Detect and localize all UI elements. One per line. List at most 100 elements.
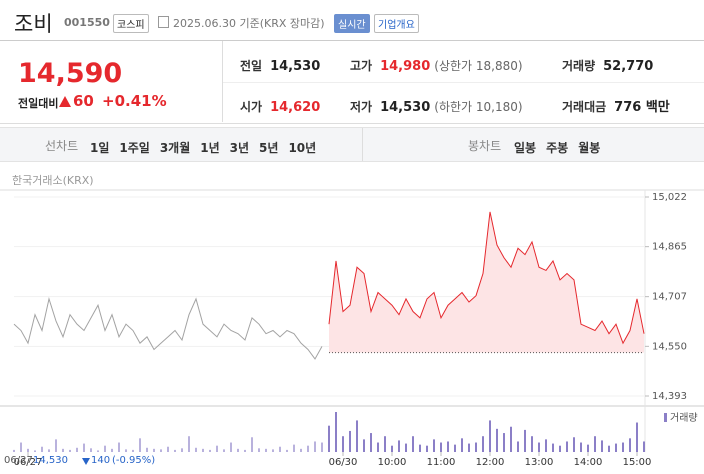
volume-bar [34,450,36,452]
volume-bar [223,449,225,452]
candle-tab[interactable]: 주봉 [546,141,569,155]
volume-bar [510,426,512,452]
volume-bar [538,442,540,452]
volume-bar [545,439,547,452]
y-tick-label: 14,865 [652,242,687,253]
volume-bar [461,438,463,452]
y-tick-label: 15,022 [652,192,687,203]
stat-label: 시가 [240,100,263,114]
footer-change: 140 [91,455,111,466]
candle-tab[interactable]: 월봉 [578,141,601,155]
period-tab[interactable]: 3년 [229,141,250,155]
stat-label: 저가 [350,100,373,114]
change: 60 [73,92,94,110]
volume-bar [636,422,638,452]
volume-bar [447,441,449,452]
volume-bar [125,449,127,452]
realtime-btn[interactable]: 실시간 [334,14,370,33]
tab-bar [0,127,704,162]
volume-bar [468,443,470,452]
period-tab[interactable]: 3개월 [159,141,191,155]
stat-note: (하한가 10,180) [434,100,523,114]
x-tick-label: 13:00 [525,457,554,468]
overview-btn[interactable]: 기업개요 [374,14,419,33]
calendar-icon [158,16,169,28]
x-tick-label: 14:00 [574,457,603,468]
price-line [13,296,323,360]
volume-bar [615,443,617,452]
volume-bar [328,425,330,452]
volume-bar [356,420,358,452]
volume-bar [405,443,407,452]
volume-bar [594,436,596,452]
volume-bar [321,442,323,452]
volume-bar [496,428,498,452]
volume-bar [174,449,176,452]
candle-chart-label: 봉차트 [468,139,502,153]
volume-bar [503,433,505,452]
volume-bar [251,437,253,452]
stat-label: 거래량 [562,59,596,73]
volume-bar [188,436,190,452]
volume-bar [258,448,260,452]
x-tick-label: 12:00 [476,457,505,468]
volume-bar [146,447,148,452]
stat-value: 776 백만 [614,100,670,115]
volume-bar [629,438,631,452]
volume-bar [265,448,267,452]
volume-bar [573,437,575,452]
volume-bar [370,433,372,452]
volume-bar [13,449,15,452]
candle-tab[interactable]: 일봉 [514,141,537,155]
market: 코스피 [113,14,149,33]
volume-bar [559,445,561,452]
divider [223,82,704,83]
volume-bar [139,438,141,452]
period-tab[interactable]: 1주일 [119,141,150,155]
source: 한국거래소(KRX) [12,174,94,187]
volume-bar [62,448,64,452]
volume-bar [69,449,71,452]
period-tab[interactable]: 10년 [288,141,317,155]
volume-bar [314,441,316,452]
volume-bar [482,436,484,452]
volume-bar [426,445,428,452]
volume-bar [587,444,589,452]
volume-bar [97,450,99,452]
stat-label: 전일 [240,59,263,73]
volume-bar [601,440,603,452]
stock-name: 조비 [14,12,53,36]
stat: 저가 14,530 (하한가 10,180) [350,96,523,115]
stat-note: (상한가 18,880) [434,59,523,73]
price: 14,590 [18,58,123,89]
divider [362,128,363,161]
period-tab[interactable]: 1년 [200,141,220,155]
volume-bar [244,449,246,452]
stat-value: 14,530 [380,100,431,115]
line-chart-label: 선차트 [45,139,79,153]
volume-bar [342,436,344,452]
volume-bar [398,440,400,452]
line-tabs: 1일 1주일 3개월 1년 3년 5년 10년 [90,137,326,156]
volume-bar [90,448,92,452]
period-tab[interactable]: 1일 [90,141,110,155]
volume-bar [153,448,155,452]
volume-bar [300,448,302,452]
volume-bar [104,445,106,452]
volume-bar [272,449,274,452]
volume-bar [391,445,393,452]
change-label: 전일대비 [18,97,59,110]
stock-code: 001550 [64,16,110,29]
up-icon [59,96,71,107]
volume-bar [279,446,281,452]
date: 2025.06.30 기준(KRX 장마감) [173,17,325,30]
stat-value: 52,770 [603,59,654,74]
volume-bar [384,436,386,452]
footer-date: 06/27 [4,455,33,466]
stat: 거래량 52,770 [562,55,653,74]
volume-bar [608,445,610,452]
volume-bar [76,447,78,452]
period-tab[interactable]: 5년 [259,141,279,155]
volume-bar [489,420,491,452]
